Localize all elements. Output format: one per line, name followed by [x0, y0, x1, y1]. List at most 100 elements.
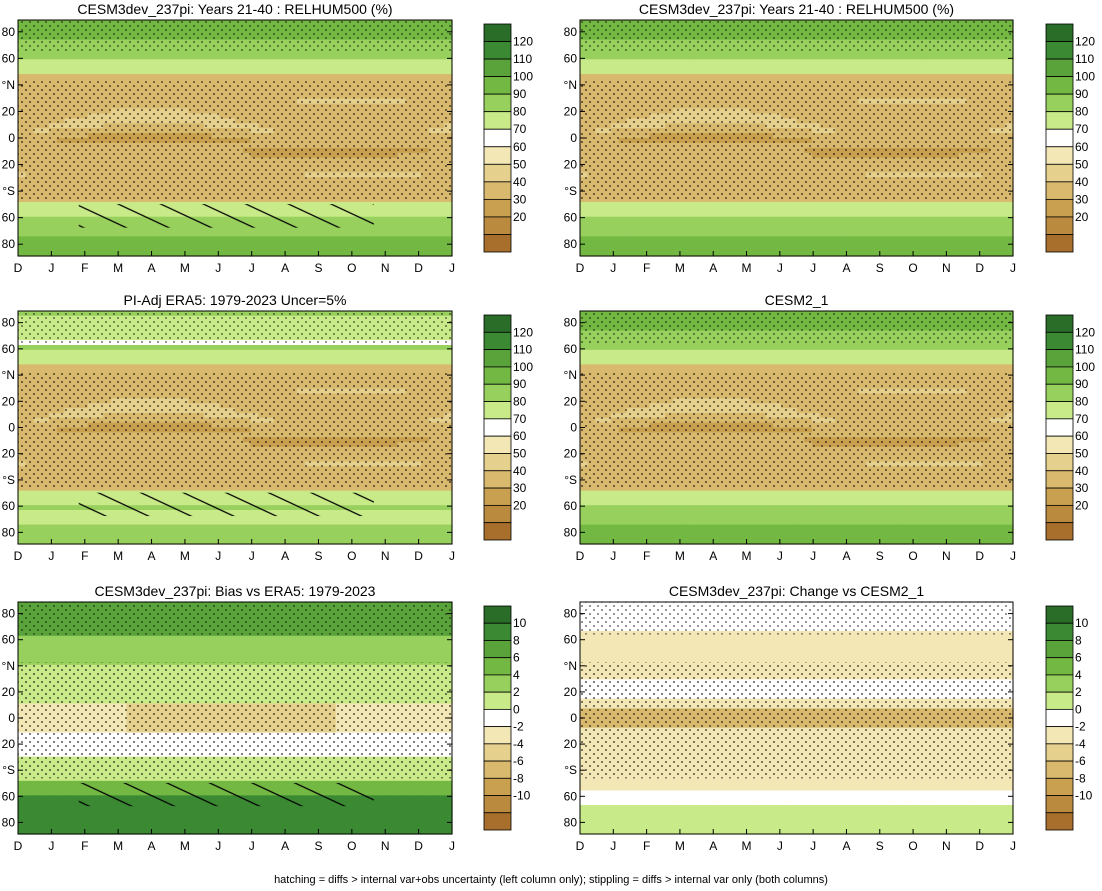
heatmap-cell [626, 197, 635, 203]
heatmap-cell [858, 201, 867, 208]
heatmap-cell [626, 246, 635, 252]
heatmap-cell [626, 211, 635, 218]
heatmap-cell [657, 236, 666, 242]
heatmap-cell [405, 206, 414, 213]
heatmap-cell [773, 226, 782, 233]
heatmap-cell [595, 54, 604, 60]
heatmap-cell [626, 226, 635, 233]
heatmap-cell [927, 74, 937, 80]
heatmap-cell [811, 216, 821, 223]
heatmap-cell [920, 216, 929, 223]
heatmap-cell [374, 221, 383, 228]
heatmap-cell [180, 197, 190, 203]
heatmap-cell [204, 231, 213, 237]
heatmap-cell [421, 226, 430, 233]
heatmap-cell [111, 246, 120, 252]
heatmap-cell [819, 221, 829, 228]
heatmap-cell [719, 54, 728, 60]
heatmap-cell [827, 54, 836, 60]
heatmap-cell [587, 221, 597, 228]
heatmap-cell [719, 201, 728, 208]
heatmap-cell [641, 211, 651, 218]
heatmap-cell [173, 246, 182, 252]
heatmap-cell [56, 221, 66, 228]
heatmap-cell [165, 246, 174, 252]
heatmap-cell [328, 246, 337, 252]
heatmap-cell [781, 231, 790, 237]
heatmap-cell [927, 216, 937, 223]
heatmap-cell [421, 216, 430, 223]
heatmap-cell [811, 231, 821, 237]
heatmap-cell [118, 246, 128, 252]
heatmap-cell [258, 69, 267, 75]
heatmap-cell [436, 241, 445, 247]
heatmap-cell [750, 54, 759, 60]
heatmap-cell [804, 201, 813, 208]
heatmap-cell [273, 251, 283, 257]
heatmap-cell [819, 231, 829, 237]
heatmap-cell [56, 211, 66, 218]
heatmap-cell [665, 201, 674, 208]
heatmap-cell [149, 251, 159, 257]
heatmap-cell [765, 231, 774, 237]
heatmap-cell [580, 221, 589, 228]
heatmap-cell [688, 211, 697, 218]
heatmap-cell [72, 54, 81, 60]
heatmap-cell [421, 221, 430, 228]
heatmap-cell [188, 59, 197, 65]
heatmap-cell [835, 201, 844, 208]
heatmap-cell [788, 74, 798, 80]
heatmap-cell [118, 226, 128, 233]
heatmap-cell [80, 251, 89, 257]
heatmap-cell [18, 206, 27, 213]
heatmap-cell [242, 197, 252, 203]
heatmap-cell [33, 211, 42, 218]
heatmap-cell [796, 241, 805, 247]
heatmap-cell [773, 64, 782, 70]
heatmap-cell [811, 241, 821, 247]
heatmap-cell [695, 221, 705, 228]
heatmap-cell [72, 246, 81, 252]
heatmap-cell [111, 74, 120, 80]
heatmap-cell [920, 211, 929, 218]
heatmap-cell [242, 231, 252, 237]
heatmap-cell [72, 226, 81, 233]
heatmap-cell [18, 226, 27, 233]
heatmap-cell [87, 59, 97, 65]
heatmap-cell [320, 231, 329, 237]
heatmap-cell [103, 236, 112, 242]
heatmap-cell [142, 54, 151, 60]
heatmap-cell [33, 231, 42, 237]
heatmap-cell [649, 241, 658, 247]
heatmap-cell [680, 251, 689, 257]
heatmap-cell [157, 59, 166, 65]
heatmap-cell [312, 64, 321, 70]
heatmap-cell [413, 69, 422, 75]
heatmap-cell [173, 197, 182, 203]
heatmap-cell [211, 54, 221, 60]
heatmap-cell [428, 236, 438, 242]
heatmap-cell [649, 251, 658, 257]
heatmap-cell [935, 74, 945, 80]
heatmap-cell [366, 197, 376, 203]
heatmap-cell [796, 54, 805, 60]
heatmap-cell [889, 201, 898, 208]
heatmap-cell [757, 221, 767, 228]
heatmap-cell [734, 74, 743, 80]
heatmap-cell [235, 231, 244, 237]
heatmap-cell [641, 69, 651, 75]
heatmap-cell [343, 236, 352, 242]
heatmap-cell [804, 231, 813, 237]
heatmap-cell [80, 236, 89, 242]
colorbar-label: 50 [513, 157, 527, 171]
heatmap-cell [413, 251, 422, 257]
heatmap-cell [719, 211, 728, 218]
heatmap-cell [881, 64, 890, 70]
heatmap-cell [618, 231, 627, 237]
heatmap-cell [858, 216, 867, 223]
heatmap-cell [804, 241, 813, 247]
heatmap-cell [889, 231, 898, 237]
heatmap-cell [335, 64, 345, 70]
heatmap-cell [618, 236, 627, 242]
